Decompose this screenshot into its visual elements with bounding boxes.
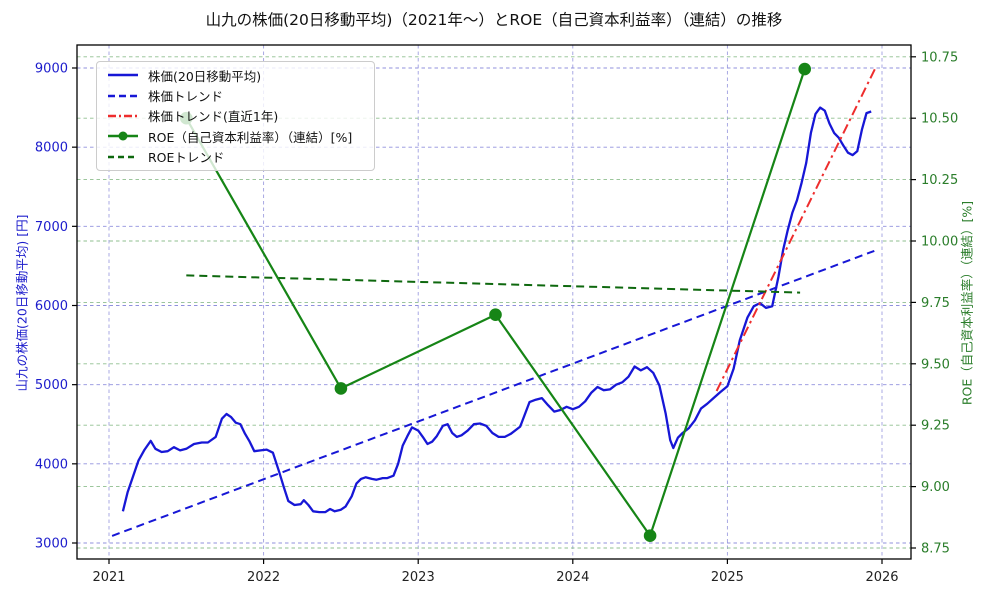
- grid-left-axis: [77, 67, 911, 544]
- roe-marker: [798, 62, 812, 76]
- x-axis-ticks: 2021 2022 2023 2024 2025 2026: [92, 559, 899, 585]
- legend-label: ROE（自己資本利益率）（連結）[%]: [148, 129, 353, 145]
- svg-text:2026: 2026: [865, 570, 898, 585]
- svg-text:9.25: 9.25: [921, 419, 950, 434]
- chart-title: 山九の株価(20日移動平均)（2021年〜）とROE（自己資本利益率）（連結）の…: [205, 11, 783, 29]
- svg-text:8.75: 8.75: [921, 542, 950, 557]
- svg-text:3000: 3000: [35, 537, 68, 552]
- legend-label: 株価トレンド(直近1年): [148, 109, 279, 125]
- svg-text:9000: 9000: [35, 61, 68, 76]
- legend-swatch-price-trend-recent-icon: [108, 114, 138, 118]
- legend-swatch-roe-icon: [108, 131, 138, 141]
- series-price-trend: [111, 249, 875, 537]
- legend-swatch-price-line-icon: [108, 73, 138, 77]
- legend-swatch-price-trend-icon: [108, 94, 138, 97]
- svg-text:5000: 5000: [35, 378, 68, 393]
- legend-item-price-trend-recent: 株価トレンド(直近1年): [97, 106, 374, 126]
- svg-text:10.25: 10.25: [921, 173, 958, 188]
- series-roe: [180, 62, 812, 543]
- svg-text:2023: 2023: [402, 570, 435, 585]
- y-axis-label-left: 山九の株価(20日移動平均) [円]: [14, 214, 30, 392]
- series-price-ma20: [121, 106, 872, 514]
- svg-text:2021: 2021: [92, 570, 125, 585]
- svg-text:4000: 4000: [35, 457, 68, 472]
- legend-item-roe: ROE（自己資本利益率）（連結）[%]: [97, 126, 374, 146]
- svg-text:9.00: 9.00: [921, 480, 950, 495]
- svg-text:2022: 2022: [247, 570, 280, 585]
- svg-text:2024: 2024: [556, 570, 589, 585]
- svg-text:7000: 7000: [35, 220, 68, 235]
- legend-label: 株価トレンド: [148, 89, 224, 105]
- left-axis-ticks: 3000 4000 5000 6000 7000 8000 9000: [35, 61, 77, 552]
- svg-text:9.75: 9.75: [921, 296, 950, 311]
- svg-text:10.50: 10.50: [921, 112, 958, 127]
- legend-label: ROEトレンド: [148, 150, 225, 166]
- legend-item-price: 株価(20日移動平均): [97, 65, 374, 85]
- legend-label: 株価(20日移動平均): [148, 68, 262, 84]
- roe-marker: [489, 308, 502, 322]
- svg-text:2025: 2025: [711, 570, 744, 585]
- series-price-trend-recent: [715, 66, 877, 392]
- svg-text:6000: 6000: [35, 299, 68, 314]
- legend-item-roe-trend: ROEトレンド: [97, 147, 374, 167]
- series-roe-trend: [186, 274, 801, 294]
- svg-text:8000: 8000: [35, 141, 68, 156]
- y-axis-label-right: ROE（自己資本利益率）（連結）[%]: [959, 200, 975, 406]
- svg-text:10.75: 10.75: [921, 50, 958, 65]
- right-axis-ticks: 8.75 9.00 9.25 9.50 9.75 10.00 10.25 10.50 10.75: [911, 50, 958, 557]
- legend-swatch-roe-trend-icon: [108, 155, 138, 158]
- legend-item-price-trend: 株価トレンド: [97, 86, 374, 106]
- roe-marker: [334, 382, 348, 395]
- legend: 株価(20日移動平均) 株価トレンド 株価トレンド(直近1年) ROE（自己資本…: [96, 61, 375, 171]
- svg-text:10.00: 10.00: [921, 235, 958, 250]
- roe-marker: [643, 529, 657, 543]
- svg-text:9.50: 9.50: [921, 357, 950, 372]
